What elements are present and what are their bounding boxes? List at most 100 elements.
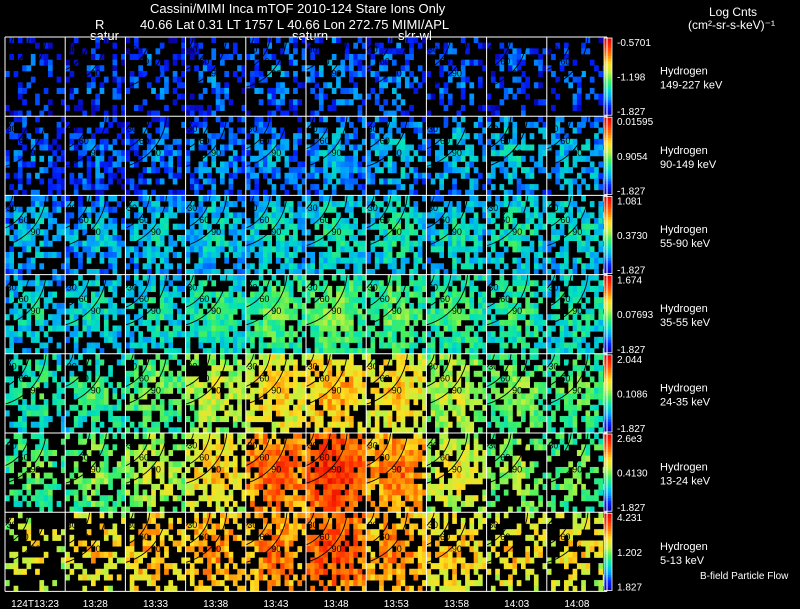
- pixel: [374, 201, 380, 208]
- colorbar-swatch: [604, 306, 612, 310]
- pixel: [5, 314, 10, 321]
- pixel: [86, 410, 92, 417]
- pixel: [293, 110, 298, 117]
- pixel: [142, 218, 148, 225]
- pixel: [525, 167, 530, 174]
- pixel: [164, 206, 169, 213]
- pixel: [103, 280, 109, 287]
- pixel: [181, 121, 186, 128]
- pixel: [503, 285, 509, 292]
- pixel: [473, 314, 479, 321]
- pixel: [52, 251, 57, 259]
- pixel: [353, 155, 358, 162]
- pixel: [95, 70, 100, 77]
- contour-label: 60: [79, 57, 89, 67]
- pixel: [555, 336, 561, 343]
- pixel: [585, 184, 591, 191]
- pixel: [91, 201, 96, 208]
- pixel: [357, 70, 363, 77]
- pixel: [198, 212, 204, 219]
- pixel: [125, 427, 131, 433]
- pixel: [353, 161, 358, 168]
- pixel: [284, 206, 290, 213]
- pixel: [516, 189, 522, 196]
- pixel: [258, 161, 264, 168]
- pixel: [314, 206, 320, 213]
- pixel: [353, 263, 358, 270]
- pixel: [495, 235, 500, 242]
- pixel: [439, 285, 444, 292]
- pixel: [533, 314, 539, 321]
- pixel: [473, 155, 479, 162]
- pixel: [232, 223, 238, 230]
- pixel: [301, 291, 307, 298]
- pixel: [22, 229, 27, 236]
- pixel: [91, 65, 96, 72]
- pixel: [546, 65, 552, 72]
- pixel: [288, 37, 294, 44]
- contour-label: 60: [500, 136, 510, 146]
- pixel: [486, 229, 492, 236]
- pixel: [387, 144, 393, 151]
- pixel: [172, 201, 178, 208]
- pixel: [525, 184, 530, 191]
- pixel: [503, 201, 509, 208]
- pixel: [194, 42, 199, 49]
- pixel: [146, 201, 152, 208]
- pixel: [245, 251, 251, 259]
- pixel: [155, 110, 161, 117]
- pixel: [168, 150, 174, 157]
- pixel: [529, 133, 535, 140]
- pixel: [99, 251, 105, 259]
- pixel: [310, 53, 315, 61]
- pixel: [430, 342, 436, 349]
- pixel: [202, 116, 208, 123]
- pixel: [525, 302, 530, 309]
- pixel: [409, 331, 414, 338]
- pixel: [533, 348, 539, 354]
- pixel: [349, 184, 354, 191]
- contour-label: 60: [500, 294, 510, 304]
- pixel: [164, 218, 169, 225]
- pixel: [508, 53, 513, 61]
- pixel: [99, 127, 105, 134]
- pixel: [22, 410, 27, 417]
- pixel: [194, 65, 199, 72]
- pixel: [409, 189, 414, 196]
- pixel: [17, 167, 23, 174]
- pixel: [138, 155, 143, 162]
- pixel: [95, 427, 100, 433]
- pixel: [336, 223, 341, 230]
- pixel: [56, 387, 62, 394]
- colorbar-swatch: [604, 63, 612, 67]
- pixel: [185, 246, 191, 253]
- pixel: [318, 257, 324, 264]
- pixel: [22, 235, 27, 242]
- pixel: [168, 167, 174, 174]
- pixel: [508, 331, 513, 338]
- pixel: [576, 336, 582, 343]
- pixel: [198, 121, 204, 128]
- pixel: [125, 127, 131, 134]
- pixel: [568, 201, 573, 208]
- pixel: [108, 178, 113, 185]
- pixel: [469, 325, 475, 332]
- pixel: [91, 399, 96, 406]
- pixel: [177, 308, 182, 315]
- pixel: [9, 246, 14, 253]
- pixel: [164, 285, 169, 292]
- pixel: [56, 359, 62, 366]
- pixel: [512, 167, 518, 174]
- pixel: [99, 138, 105, 145]
- pixel: [207, 110, 212, 117]
- pixel: [224, 144, 229, 151]
- pixel: [151, 155, 156, 162]
- pixel: [168, 155, 174, 162]
- pixel: [52, 195, 57, 202]
- pixel: [589, 76, 595, 83]
- pixel: [189, 229, 195, 236]
- pixel: [134, 76, 139, 83]
